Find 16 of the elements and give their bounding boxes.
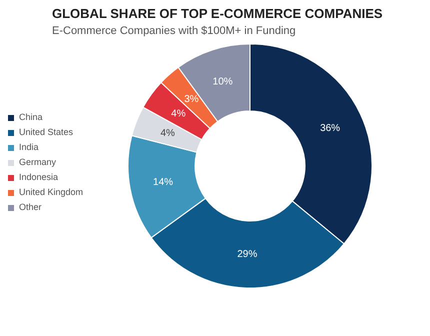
legend-label: Indonesia (19, 171, 58, 184)
chart-title: GLOBAL SHARE OF TOP E-COMMERCE COMPANIES (52, 6, 383, 21)
legend-label: India (19, 141, 39, 154)
data-label: 4% (160, 128, 176, 139)
data-label: 3% (184, 94, 199, 106)
legend-label: United States (19, 126, 74, 139)
legend-label: Germany (19, 156, 56, 169)
data-label: 36% (320, 122, 340, 134)
legend-label: China (19, 111, 43, 124)
data-label: 14% (153, 177, 174, 188)
chart-subtitle: E-Commerce Companies with $100M+ in Funding (52, 25, 296, 37)
legend-label: Other (19, 201, 42, 214)
data-label: 10% (212, 76, 233, 88)
legend-label: United Kingdom (19, 186, 84, 199)
data-label: 4% (171, 108, 186, 120)
data-label: 29% (237, 248, 258, 260)
